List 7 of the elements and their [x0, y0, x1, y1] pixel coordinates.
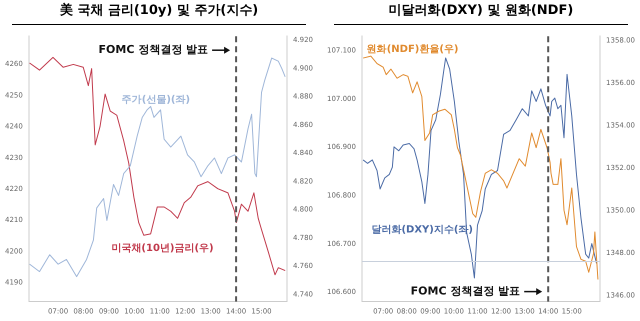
- chart-title: 미달러화(DXY) 및 원화(NDF): [334, 0, 628, 25]
- series-label: 주가(선물)(좌): [122, 94, 190, 106]
- chart-title: 美 국채 금리(10y) 및 주가(지수): [12, 0, 306, 25]
- ref-line-label: FOMC 정책결정 발표: [98, 43, 208, 56]
- series-label: 미국채(10년)금리(우): [111, 243, 214, 254]
- ref-line-label: FOMC 정책결정 발표: [410, 284, 520, 298]
- series-label: 원화(NDF)환율(우): [366, 44, 459, 56]
